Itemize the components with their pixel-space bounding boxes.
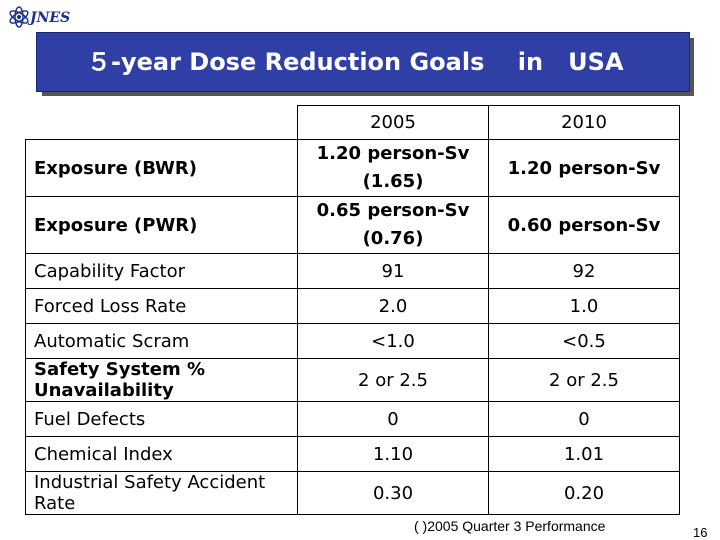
page-number: 16: [693, 525, 708, 540]
value-2005: 1.10: [297, 436, 489, 472]
value-2010: <0.5: [488, 323, 680, 359]
logo-text: JNES: [30, 10, 71, 26]
jnes-logo: JNES: [8, 6, 88, 32]
table-row: Exposure (PWR) 0.65 person-Sv (0.76) 0.6…: [25, 196, 680, 254]
value-2010: 2 or 2.5: [488, 358, 680, 402]
value-actual: (0.76): [362, 228, 424, 249]
row-label: Safety System % Unavailability: [25, 358, 298, 402]
value-actual: (1.65): [362, 171, 424, 192]
value-2005: 0.65 person-Sv (0.76): [297, 196, 489, 254]
goals-table: 2005 2010 Exposure (BWR) 1.20 person-Sv …: [25, 105, 680, 515]
table-row: Exposure (BWR) 1.20 person-Sv (1.65) 1.2…: [25, 139, 680, 197]
value-2010: 0.20: [488, 471, 680, 515]
value-2005: 2.0: [297, 288, 489, 324]
row-label: Exposure (BWR): [25, 139, 298, 197]
table-row: Automatic Scram <1.0 <0.5: [25, 323, 680, 359]
value-2010: 1.01: [488, 436, 680, 472]
value-2005: 0.30: [297, 471, 489, 515]
column-header-2005: 2005: [297, 105, 489, 140]
value-2010: 0: [488, 401, 680, 437]
row-label: Chemical Index: [25, 436, 298, 472]
value-2005: 2 or 2.5: [297, 358, 489, 402]
atom-icon: [9, 6, 29, 28]
table-row: Capability Factor 91 92: [25, 253, 680, 289]
row-label: Industrial Safety Accident Rate: [25, 471, 298, 515]
value-2010: 1.0: [488, 288, 680, 324]
table-row: Forced Loss Rate 2.0 1.0: [25, 288, 680, 324]
value-main: 0.65 person-Sv: [316, 200, 470, 221]
header-empty-cell: [25, 105, 298, 140]
footnote: ( )2005 Quarter 3 Performance: [414, 518, 606, 534]
table-row: Industrial Safety Accident Rate 0.30 0.2…: [25, 471, 680, 515]
title-banner: ５-year Dose Reduction Goals in USA: [36, 32, 690, 92]
row-label: Fuel Defects: [25, 401, 298, 437]
row-label: Forced Loss Rate: [25, 288, 298, 324]
row-label: Automatic Scram: [25, 323, 298, 359]
table-row: Chemical Index 1.10 1.01: [25, 436, 680, 472]
value-2005: <1.0: [297, 323, 489, 359]
value-main: 1.20 person-Sv: [316, 143, 470, 164]
value-2005: 0: [297, 401, 489, 437]
value-2005: 1.20 person-Sv (1.65): [297, 139, 489, 197]
value-2010: 92: [488, 253, 680, 289]
column-header-2010: 2010: [488, 105, 680, 140]
row-label: Capability Factor: [25, 253, 298, 289]
table-row: Safety System % Unavailability 2 or 2.5 …: [25, 358, 680, 402]
value-2005: 91: [297, 253, 489, 289]
table-row: Fuel Defects 0 0: [25, 401, 680, 437]
table-header-row: 2005 2010: [25, 105, 680, 140]
value-2010: 1.20 person-Sv: [488, 139, 680, 197]
row-label: Exposure (PWR): [25, 196, 298, 254]
value-2010: 0.60 person-Sv: [488, 196, 680, 254]
page-title: ５-year Dose Reduction Goals in USA: [87, 48, 624, 76]
